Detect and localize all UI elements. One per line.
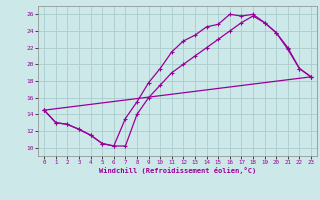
X-axis label: Windchill (Refroidissement éolien,°C): Windchill (Refroidissement éolien,°C) (99, 167, 256, 174)
